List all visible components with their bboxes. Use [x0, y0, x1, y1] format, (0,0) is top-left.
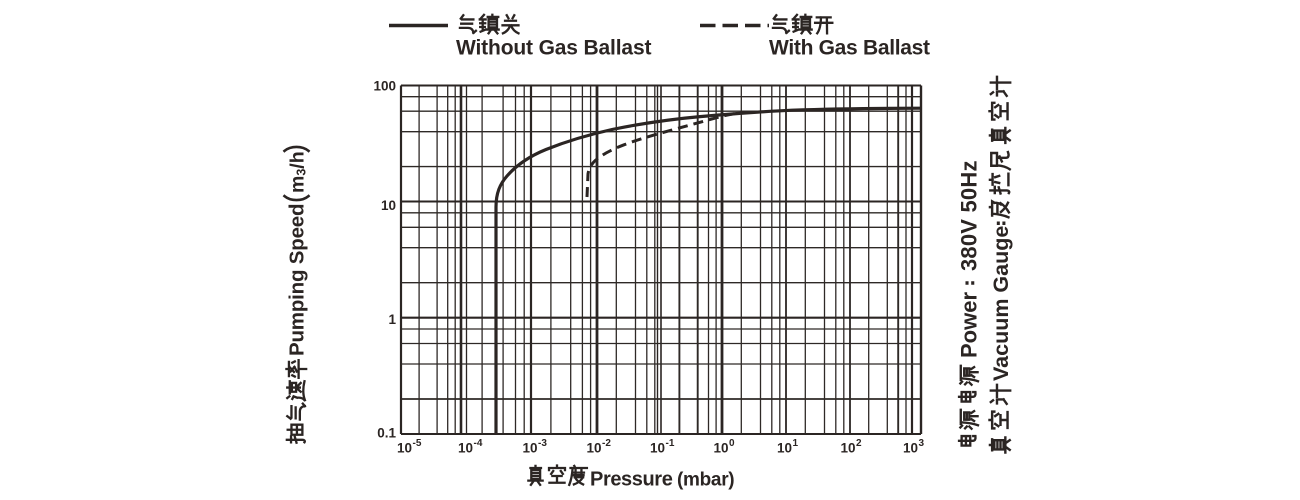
- svg-text:-4: -4: [474, 438, 483, 449]
- svg-text:Pumping Speed: Pumping Speed: [286, 204, 309, 356]
- svg-text:380V 50Hz: 380V 50Hz: [957, 160, 982, 271]
- svg-text:-5: -5: [413, 438, 422, 449]
- svg-text:10: 10: [713, 441, 728, 456]
- svg-text:Vacuum Gauge: Vacuum Gauge: [989, 226, 1013, 381]
- svg-text:10: 10: [397, 441, 412, 456]
- svg-text:10: 10: [903, 441, 918, 456]
- svg-text:m3/h: m3/h: [287, 151, 309, 193]
- svg-text:10: 10: [458, 441, 473, 456]
- svg-text:0: 0: [729, 438, 735, 449]
- svg-text:10: 10: [522, 441, 537, 456]
- svg-text:Pressure: Pressure: [590, 469, 673, 491]
- svg-text:3: 3: [919, 438, 925, 449]
- svg-text:-2: -2: [602, 438, 611, 449]
- svg-text:(mbar): (mbar): [677, 470, 734, 491]
- svg-text:1: 1: [388, 312, 396, 327]
- svg-text:10: 10: [777, 441, 792, 456]
- svg-text:0.1: 0.1: [377, 426, 396, 441]
- svg-text:10: 10: [840, 441, 855, 456]
- svg-text:1: 1: [793, 438, 799, 449]
- svg-text:10: 10: [381, 198, 396, 213]
- svg-text:With Gas Ballast: With Gas Ballast: [769, 37, 930, 60]
- svg-text:10: 10: [650, 441, 665, 456]
- svg-text:2: 2: [856, 438, 862, 449]
- svg-text:-1: -1: [666, 438, 675, 449]
- svg-text:100: 100: [373, 79, 396, 94]
- svg-text:Without Gas Ballast: Without Gas Ballast: [456, 37, 651, 60]
- svg-text:Power: Power: [957, 292, 982, 358]
- svg-text:10: 10: [586, 441, 601, 456]
- svg-text:-3: -3: [538, 438, 547, 449]
